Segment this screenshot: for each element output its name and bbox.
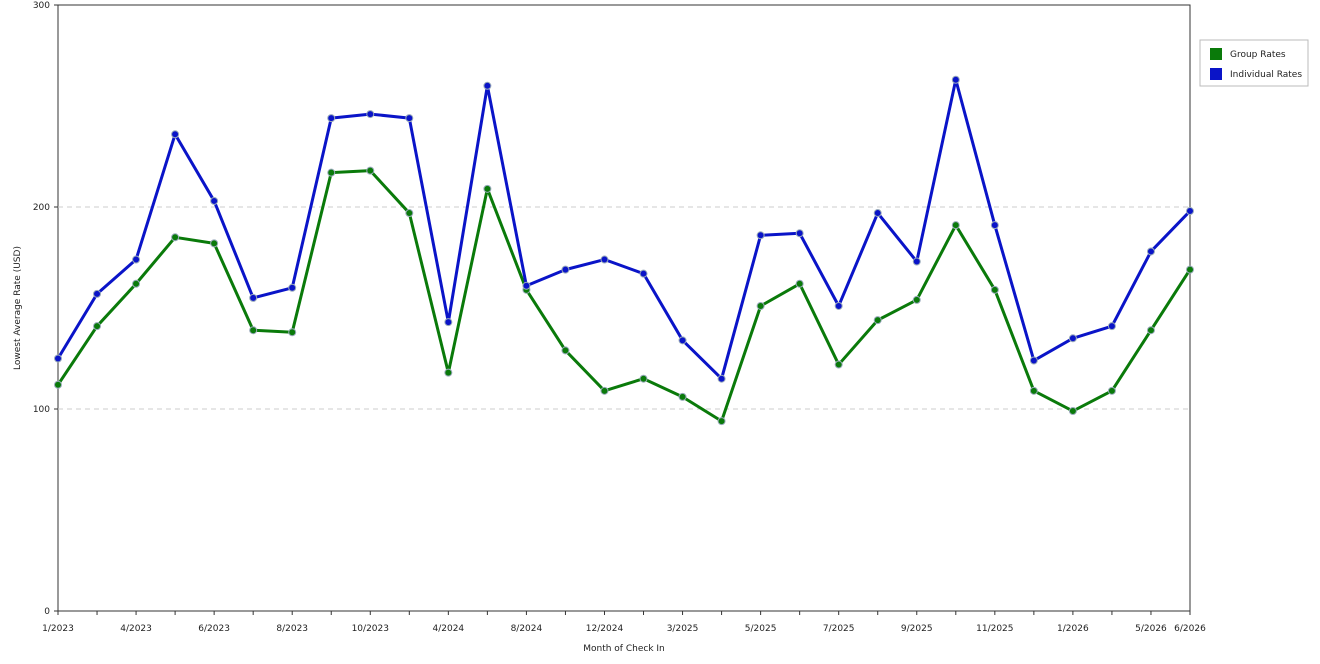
point — [327, 168, 336, 177]
point — [912, 257, 921, 266]
x-tick-label: 1/2023 — [42, 624, 74, 634]
point — [639, 269, 648, 278]
point — [249, 326, 258, 335]
point — [1186, 265, 1194, 274]
point — [912, 295, 921, 304]
point — [834, 360, 843, 369]
x-tick-label: 5/2026 — [1135, 624, 1167, 634]
point — [171, 130, 180, 139]
legend-swatch — [1210, 68, 1222, 80]
point — [600, 386, 609, 395]
point — [873, 209, 882, 218]
x-tick-label: 6/2026 — [1174, 624, 1206, 634]
point — [210, 239, 219, 248]
point — [1029, 356, 1038, 365]
point — [678, 392, 687, 401]
x-tick-label: 10/2023 — [352, 624, 389, 634]
y-tick-label: 200 — [33, 203, 50, 213]
point — [951, 75, 960, 84]
point — [405, 114, 414, 123]
y-tick-label: 300 — [33, 1, 50, 11]
legend-swatch — [1210, 48, 1222, 60]
point — [249, 293, 258, 302]
point — [1107, 386, 1116, 395]
y-axis-title: Lowest Average Rate (USD) — [13, 246, 23, 370]
x-tick-label: 8/2024 — [511, 624, 543, 634]
point — [717, 374, 726, 383]
point — [288, 328, 297, 337]
point — [639, 374, 648, 383]
point — [483, 81, 492, 90]
point — [171, 233, 180, 242]
x-tick-label: 4/2023 — [120, 624, 152, 634]
series-line — [56, 169, 1192, 423]
point — [561, 265, 570, 274]
point — [873, 316, 882, 325]
point — [444, 318, 453, 327]
point — [756, 301, 765, 310]
x-tick-label: 9/2025 — [901, 624, 933, 634]
point — [444, 368, 453, 377]
point — [327, 114, 336, 123]
point — [132, 279, 141, 288]
point — [678, 336, 687, 345]
series-line — [56, 78, 1192, 381]
legend-label: Individual Rates — [1230, 70, 1302, 80]
x-tick-label: 4/2024 — [433, 624, 465, 634]
x-tick-label: 11/2025 — [976, 624, 1013, 634]
point — [366, 110, 375, 119]
point — [93, 289, 102, 298]
point — [1068, 407, 1077, 416]
point — [405, 209, 414, 218]
x-tick-label: 1/2026 — [1057, 624, 1089, 634]
point — [54, 354, 62, 363]
point — [990, 221, 999, 230]
point — [795, 229, 804, 238]
point — [210, 196, 219, 205]
point — [1029, 386, 1038, 395]
point — [522, 281, 531, 290]
point — [717, 417, 726, 426]
point — [1146, 326, 1155, 335]
x-tick-label: 5/2025 — [745, 624, 777, 634]
x-tick-label: 3/2025 — [667, 624, 699, 634]
point — [366, 166, 375, 175]
point — [1146, 247, 1155, 256]
point — [1186, 207, 1194, 216]
y-tick-label: 100 — [33, 405, 50, 415]
point — [951, 221, 960, 230]
point — [561, 346, 570, 355]
x-tick-label: 7/2025 — [823, 624, 855, 634]
point — [756, 231, 765, 240]
point — [93, 322, 102, 331]
x-axis-title: Month of Check In — [583, 644, 665, 654]
point — [54, 380, 62, 389]
point — [834, 301, 843, 310]
x-tick-label: 8/2023 — [276, 624, 308, 634]
point — [990, 285, 999, 294]
point — [1068, 334, 1077, 343]
point — [1107, 322, 1116, 331]
y-tick-label: 0 — [44, 607, 50, 617]
point — [483, 184, 492, 193]
point — [795, 279, 804, 288]
point — [288, 283, 297, 292]
point — [132, 255, 141, 264]
legend-label: Group Rates — [1230, 50, 1286, 60]
x-tick-label: 6/2023 — [198, 624, 230, 634]
x-tick-label: 12/2024 — [586, 624, 624, 634]
point — [600, 255, 609, 264]
